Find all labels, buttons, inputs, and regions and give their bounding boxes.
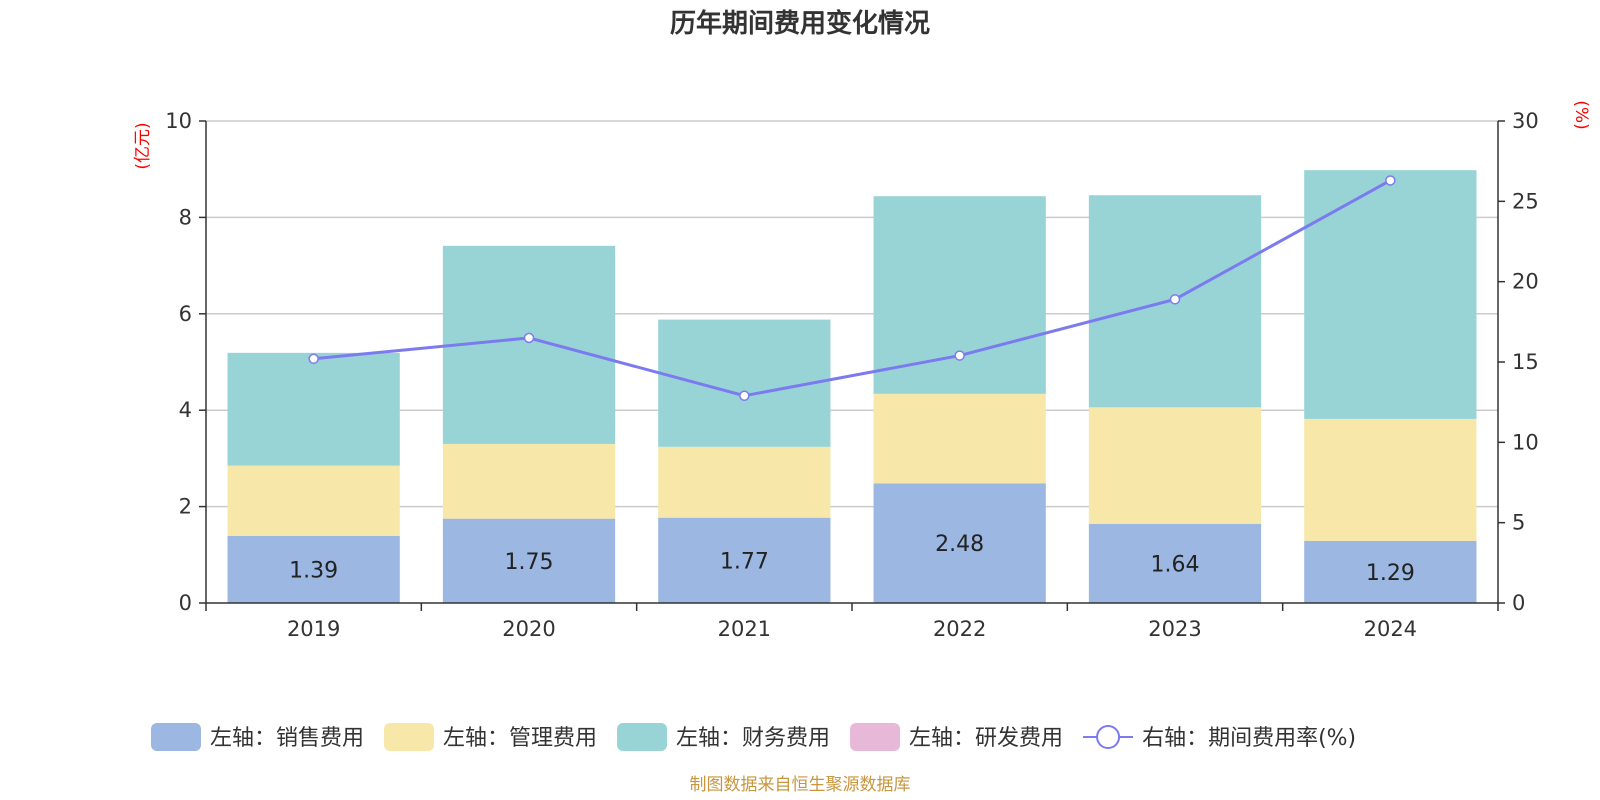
legend-swatch	[384, 723, 435, 751]
bar-segment	[1304, 418, 1477, 541]
axes: 0 2 4 6 8 10 0 5 10 15 20 25 30 2019 2020 2021 2022 2023 2…	[165, 109, 1538, 641]
rate-line	[313, 179, 1392, 398]
bar-segment	[873, 393, 1046, 484]
data-source-note: 制图数据来自恒生聚源数据库	[690, 775, 911, 795]
legend-swatch	[151, 723, 201, 751]
x-axis-tick-label: 2021	[718, 617, 771, 641]
bar-segment	[658, 517, 831, 603]
legend-label: 左轴：财务费用	[676, 726, 830, 751]
x-axis-tick-label: 2022	[933, 617, 986, 641]
left-axis-tick-label: 10	[165, 109, 192, 133]
bar-segment	[1088, 407, 1262, 524]
bar-segment	[227, 465, 400, 537]
bar-segment	[1088, 523, 1262, 603]
bar-segment	[227, 352, 400, 466]
legend-label: 左轴：管理费用	[443, 726, 597, 751]
left-axis-tick-label: 0	[179, 591, 192, 615]
left-axis-tick-label: 6	[179, 302, 192, 326]
legend-swatch	[850, 723, 901, 751]
right-axis-tick-label: 30	[1512, 109, 1539, 133]
left-axis-unit: (亿元)	[133, 122, 153, 169]
bar-segment	[1304, 170, 1477, 419]
legend-label: 右轴：期间费用率(%)	[1142, 726, 1356, 751]
bar-segment	[658, 319, 831, 447]
left-axis-tick-label: 4	[179, 398, 192, 422]
rate-point	[308, 353, 319, 365]
x-axis-tick-label: 2023	[1148, 617, 1201, 641]
rate-point	[1385, 175, 1396, 186]
data-label: 1.29	[1366, 561, 1415, 586]
grid-lines	[206, 120, 1498, 508]
data-label: 1.39	[289, 559, 338, 584]
x-axis-tick-label: 2024	[1364, 617, 1417, 641]
bar-series: 1.39 1.75 1.77 2.48 1.64 1.29	[227, 170, 1477, 603]
bar-segment	[1304, 540, 1477, 603]
data-label: 1.77	[720, 549, 769, 574]
rate-point	[523, 332, 535, 344]
x-axis-tick-label: 2019	[287, 617, 340, 641]
right-axis-tick-label: 10	[1512, 430, 1539, 454]
legend-marker-icon	[1096, 725, 1121, 749]
left-axis-tick-label: 2	[179, 495, 192, 519]
data-label: 1.75	[505, 550, 554, 575]
chart-title: 历年期间费用变化情况	[670, 8, 930, 39]
right-axis-tick-label: 0	[1512, 591, 1525, 615]
data-label: 2.48	[935, 532, 984, 557]
right-axis-tick-label: 15	[1512, 350, 1539, 374]
bar-segment	[873, 483, 1046, 603]
line-series	[308, 175, 1396, 401]
legend-label: 左轴：研发费用	[909, 726, 1063, 751]
data-label: 1.64	[1151, 552, 1200, 577]
rate-point	[954, 350, 965, 361]
legend: 左轴：销售费用 左轴：管理费用 左轴：财务费用 左轴：研发费用 右轴：期间费用率(%)	[151, 723, 1356, 751]
left-axis-tick-label: 8	[179, 205, 192, 229]
legend-swatch	[617, 723, 668, 751]
legend-label: 左轴：销售费用	[210, 726, 364, 751]
rate-point	[739, 390, 750, 401]
bar-segment	[442, 443, 616, 519]
right-axis-tick-label: 20	[1512, 270, 1539, 294]
rate-point	[1169, 294, 1181, 305]
right-axis-unit: (%)	[1571, 100, 1591, 129]
x-axis-tick-label: 2020	[502, 617, 555, 641]
right-axis-tick-label: 5	[1512, 511, 1525, 535]
bar-segment	[873, 196, 1046, 394]
right-axis-tick-label: 25	[1512, 189, 1539, 213]
bar-segment	[658, 446, 831, 518]
bar-segment	[442, 518, 616, 603]
bar-segment	[227, 536, 400, 603]
